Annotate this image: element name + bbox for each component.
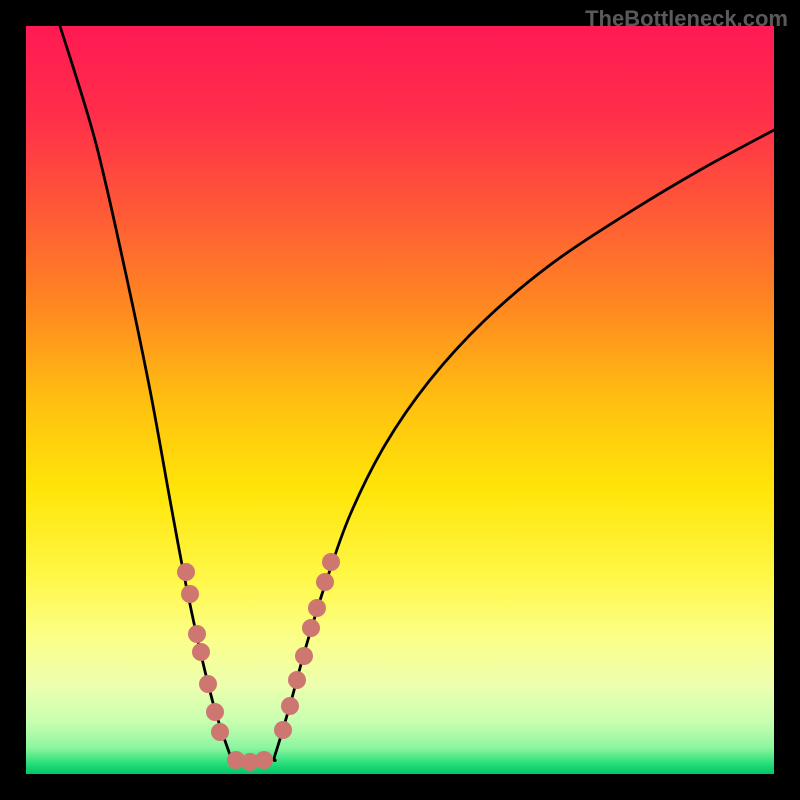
data-marker (288, 671, 306, 689)
data-marker (316, 573, 334, 591)
data-marker (192, 643, 210, 661)
chart-background (26, 26, 774, 774)
data-marker (199, 675, 217, 693)
data-marker (177, 563, 195, 581)
data-marker (274, 721, 292, 739)
data-marker (295, 647, 313, 665)
data-marker (206, 703, 224, 721)
data-marker (322, 553, 340, 571)
data-marker (188, 625, 206, 643)
data-marker (302, 619, 320, 637)
v-curve-chart (0, 0, 800, 800)
data-marker (308, 599, 326, 617)
data-marker (181, 585, 199, 603)
data-marker (281, 697, 299, 715)
data-marker (255, 751, 273, 769)
data-marker (211, 723, 229, 741)
chart-container: TheBottleneck.com (0, 0, 800, 800)
